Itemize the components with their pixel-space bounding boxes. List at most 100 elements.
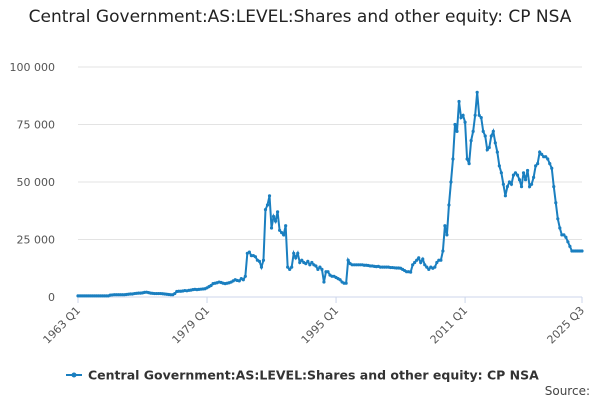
data-point bbox=[538, 150, 542, 154]
data-point bbox=[449, 180, 453, 184]
data-point bbox=[280, 231, 284, 235]
data-point bbox=[475, 90, 479, 94]
data-point bbox=[275, 210, 280, 214]
data-point bbox=[503, 194, 507, 198]
data-point bbox=[417, 256, 421, 260]
data-point bbox=[419, 260, 423, 265]
data-point bbox=[282, 233, 286, 237]
data-point bbox=[566, 240, 570, 244]
data-point bbox=[471, 129, 475, 133]
data-point bbox=[209, 283, 213, 288]
data-point bbox=[310, 260, 314, 265]
data-point bbox=[481, 129, 485, 133]
source: Source: bbox=[545, 384, 590, 398]
data-point bbox=[269, 226, 274, 230]
data-point bbox=[273, 219, 278, 223]
data-point bbox=[290, 265, 294, 269]
data-point bbox=[344, 281, 348, 285]
x-tick-label: 1995 Q1 bbox=[299, 304, 342, 347]
data-point bbox=[505, 185, 510, 189]
data-point bbox=[298, 260, 302, 265]
data-point bbox=[523, 178, 528, 182]
data-point bbox=[427, 267, 431, 271]
data-point bbox=[495, 150, 499, 154]
data-point bbox=[483, 134, 487, 138]
data-point bbox=[338, 278, 342, 282]
data-point bbox=[447, 203, 451, 207]
data-point bbox=[558, 226, 562, 230]
series-line bbox=[78, 92, 582, 297]
x-tick-label: 2025 Q3 bbox=[545, 304, 588, 347]
data-point bbox=[423, 263, 427, 267]
y-tick-label: 75 000 bbox=[17, 119, 56, 132]
data-point bbox=[284, 224, 288, 228]
data-point bbox=[485, 148, 489, 152]
data-point bbox=[425, 265, 429, 269]
data-point bbox=[562, 233, 566, 237]
data-point bbox=[433, 265, 437, 269]
data-point bbox=[465, 157, 469, 161]
data-point bbox=[519, 185, 524, 189]
data-point bbox=[487, 145, 491, 150]
data-point bbox=[445, 233, 449, 237]
data-point bbox=[459, 116, 463, 120]
data-point bbox=[453, 122, 457, 127]
data-point bbox=[278, 228, 282, 232]
data-point bbox=[314, 264, 318, 268]
data-point bbox=[457, 99, 461, 104]
data-point bbox=[300, 258, 304, 262]
data-point bbox=[294, 256, 298, 260]
data-point bbox=[306, 259, 310, 263]
data-point bbox=[265, 203, 270, 207]
data-point bbox=[421, 257, 425, 261]
data-point bbox=[318, 265, 322, 269]
data-point bbox=[534, 164, 538, 168]
data-point bbox=[413, 260, 417, 265]
data-point bbox=[544, 155, 548, 159]
data-point bbox=[477, 113, 481, 117]
legend-label: Central Government:AS:LEVEL:Shares and o… bbox=[88, 368, 539, 383]
data-point bbox=[326, 270, 330, 274]
data-point bbox=[409, 270, 413, 274]
data-point bbox=[173, 291, 177, 296]
data-point bbox=[461, 113, 465, 117]
data-point bbox=[304, 262, 308, 266]
data-point bbox=[532, 175, 536, 179]
data-point bbox=[511, 173, 516, 177]
data-point bbox=[497, 164, 501, 168]
data-point bbox=[546, 157, 550, 161]
data-point bbox=[513, 171, 518, 175]
x-tick-label: 1963 Q1 bbox=[41, 304, 84, 347]
y-tick-label: 0 bbox=[48, 291, 55, 304]
data-point bbox=[463, 120, 467, 124]
y-tick-label: 25 000 bbox=[17, 234, 56, 247]
data-point bbox=[296, 251, 300, 255]
legend-marker bbox=[71, 372, 77, 378]
data-point bbox=[271, 214, 276, 219]
data-point bbox=[267, 194, 272, 198]
x-tick-label: 1979 Q1 bbox=[170, 304, 213, 347]
data-point bbox=[515, 173, 520, 177]
chart-title: Central Government:AS:LEVEL:Shares and o… bbox=[28, 7, 572, 27]
data-point bbox=[469, 139, 473, 143]
data-point bbox=[527, 185, 532, 189]
data-point bbox=[288, 267, 292, 271]
data-point bbox=[243, 274, 247, 278]
data-point bbox=[473, 113, 477, 117]
data-point bbox=[501, 182, 505, 186]
data-point bbox=[499, 171, 503, 175]
data-point bbox=[493, 141, 497, 145]
data-point bbox=[441, 249, 445, 253]
data-point bbox=[580, 249, 584, 253]
data-point bbox=[451, 157, 455, 161]
data-point bbox=[517, 178, 522, 182]
data-point bbox=[261, 258, 266, 262]
data-point bbox=[237, 279, 241, 283]
data-point bbox=[253, 255, 258, 259]
data-point bbox=[556, 217, 560, 221]
data-point bbox=[568, 244, 572, 248]
data-point bbox=[521, 171, 526, 175]
data-point bbox=[507, 180, 512, 184]
data-point bbox=[435, 260, 439, 265]
